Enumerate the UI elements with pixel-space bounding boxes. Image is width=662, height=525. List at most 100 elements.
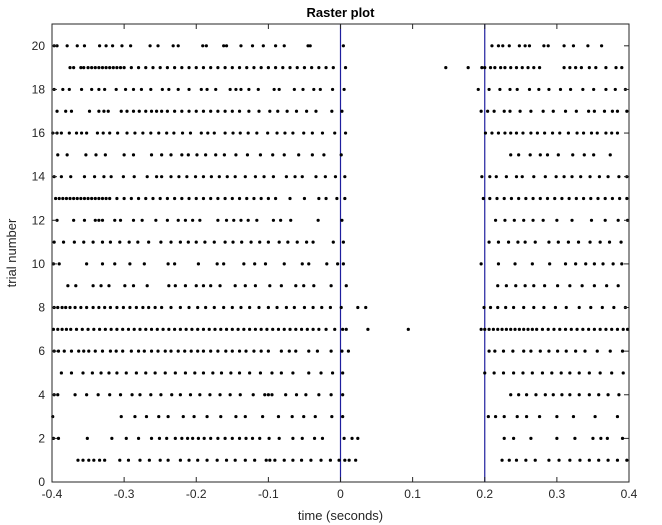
spike-point — [194, 284, 198, 288]
spike-point — [258, 153, 263, 157]
spike-point — [251, 393, 255, 397]
spike-point — [186, 153, 190, 157]
spike-point — [114, 87, 118, 92]
spike-point — [108, 196, 112, 201]
spike-point — [121, 175, 125, 179]
spike-point — [604, 66, 608, 70]
spike-point — [511, 371, 516, 375]
spike-point — [347, 458, 351, 462]
spike-point — [495, 196, 499, 201]
spike-point — [255, 218, 259, 222]
spike-point — [504, 284, 508, 288]
spike-point — [310, 66, 314, 70]
spike-point — [271, 153, 275, 157]
spike-point — [165, 109, 169, 113]
spike-point — [191, 436, 195, 440]
spike-point — [196, 305, 200, 310]
spike-point — [224, 44, 229, 48]
x-tick-label: -0.4 — [42, 487, 63, 501]
spike-point — [615, 414, 620, 419]
spike-point — [574, 349, 578, 353]
spike-point — [532, 175, 536, 179]
spike-point — [180, 109, 184, 113]
spike-point — [304, 393, 308, 397]
spike-point — [266, 349, 270, 353]
spike-point — [312, 87, 316, 92]
spike-point — [558, 131, 562, 135]
spike-point — [128, 305, 132, 310]
spike-point — [73, 305, 77, 310]
spike-point — [604, 327, 608, 331]
spike-point — [91, 240, 95, 244]
spike-point — [615, 327, 620, 331]
spike-point — [66, 284, 70, 288]
spike-point — [196, 436, 201, 440]
y-tick-label: 8 — [38, 301, 45, 315]
spike-point — [252, 196, 256, 201]
spike-point — [294, 284, 298, 288]
spike-point — [124, 436, 128, 440]
spike-point — [554, 175, 558, 179]
spike-point — [288, 66, 292, 70]
spike-point — [406, 327, 410, 331]
spike-point — [543, 393, 547, 397]
spike-point — [502, 414, 506, 419]
spike-point — [160, 175, 164, 179]
spike-point — [127, 240, 131, 244]
spike-point — [136, 196, 141, 201]
spike-point — [173, 327, 177, 331]
spike-point — [318, 87, 322, 92]
spike-point — [257, 305, 261, 310]
spike-point — [588, 240, 592, 244]
spike-point — [620, 436, 625, 440]
spike-point — [115, 327, 119, 331]
spike-point — [239, 305, 243, 310]
spike-point — [131, 87, 136, 92]
spike-point — [546, 327, 550, 331]
spike-point — [541, 218, 545, 222]
spike-point — [259, 66, 263, 70]
spike-point — [529, 131, 533, 135]
spike-point — [290, 414, 294, 419]
spike-point — [509, 66, 513, 70]
spike-point — [342, 87, 346, 92]
spike-point — [587, 393, 591, 397]
spike-point — [589, 196, 593, 201]
spike-point — [165, 436, 169, 440]
spike-point — [331, 66, 335, 70]
spike-point — [530, 371, 534, 375]
spike-point — [275, 305, 279, 310]
spike-point — [574, 196, 578, 201]
spike-point — [75, 196, 79, 201]
spike-point — [340, 218, 344, 222]
spike-point — [61, 240, 66, 244]
spike-point — [103, 458, 107, 462]
spike-point — [315, 349, 320, 353]
spike-point — [577, 305, 581, 310]
spike-point — [98, 327, 102, 331]
spike-point — [219, 414, 223, 419]
spike-point — [230, 305, 234, 310]
spike-point — [491, 327, 495, 331]
spike-point — [294, 349, 298, 353]
spike-point — [444, 66, 448, 70]
spike-point — [552, 327, 556, 331]
spike-point — [511, 305, 516, 310]
spike-point — [163, 371, 167, 375]
spike-point — [343, 131, 348, 135]
spike-point — [173, 284, 177, 288]
spike-point — [531, 218, 535, 222]
spike-point — [340, 349, 344, 353]
spike-point — [596, 196, 600, 201]
spike-point — [524, 196, 528, 201]
spike-point — [131, 109, 136, 113]
spike-point — [165, 196, 169, 201]
spike-point — [166, 458, 170, 462]
spike-point — [271, 327, 275, 331]
spike-point — [558, 327, 562, 331]
spike-point — [59, 131, 63, 135]
spike-point — [608, 153, 612, 157]
spike-point — [157, 436, 162, 440]
spike-point — [341, 240, 345, 244]
spike-point — [149, 131, 153, 135]
